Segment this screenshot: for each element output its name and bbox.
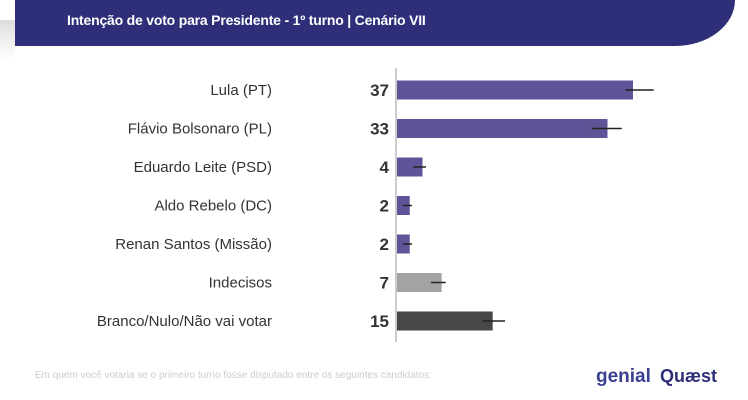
bar [397,119,608,138]
category-label: Eduardo Leite (PSD) [134,159,272,176]
value-label: 4 [380,158,390,177]
bar [397,157,423,177]
bar-chart: Lula (PT) 37 Flávio Bolsonaro (PL) 33 Eduard… [97,68,654,342]
footnote: Em quem você votaria se o primeiro turno… [35,370,432,381]
header-banner [15,0,735,46]
bar [397,80,633,100]
bar [397,311,493,331]
bar [397,273,442,292]
genial-logo: genial [596,366,651,387]
edge-shadow [0,20,15,60]
value-label: 2 [380,197,389,216]
value-label: 2 [380,235,389,254]
category-label: Aldo Rebelo (DC) [154,198,272,215]
category-label: Indecisos [209,275,272,292]
value-label: 7 [380,274,389,293]
chart-title: Intenção de voto para Presidente - 1º tu… [67,12,426,28]
category-label: Branco/Nulo/Não vai votar [97,313,272,330]
value-label: 37 [370,81,389,100]
value-label: 33 [370,120,389,139]
quaest-logo: Quæst [660,366,718,386]
category-label: Lula (PT) [210,82,272,99]
value-label: 15 [370,312,389,331]
category-label: Flávio Bolsonaro (PL) [128,121,272,138]
category-label: Renan Santos (Missão) [115,236,272,253]
